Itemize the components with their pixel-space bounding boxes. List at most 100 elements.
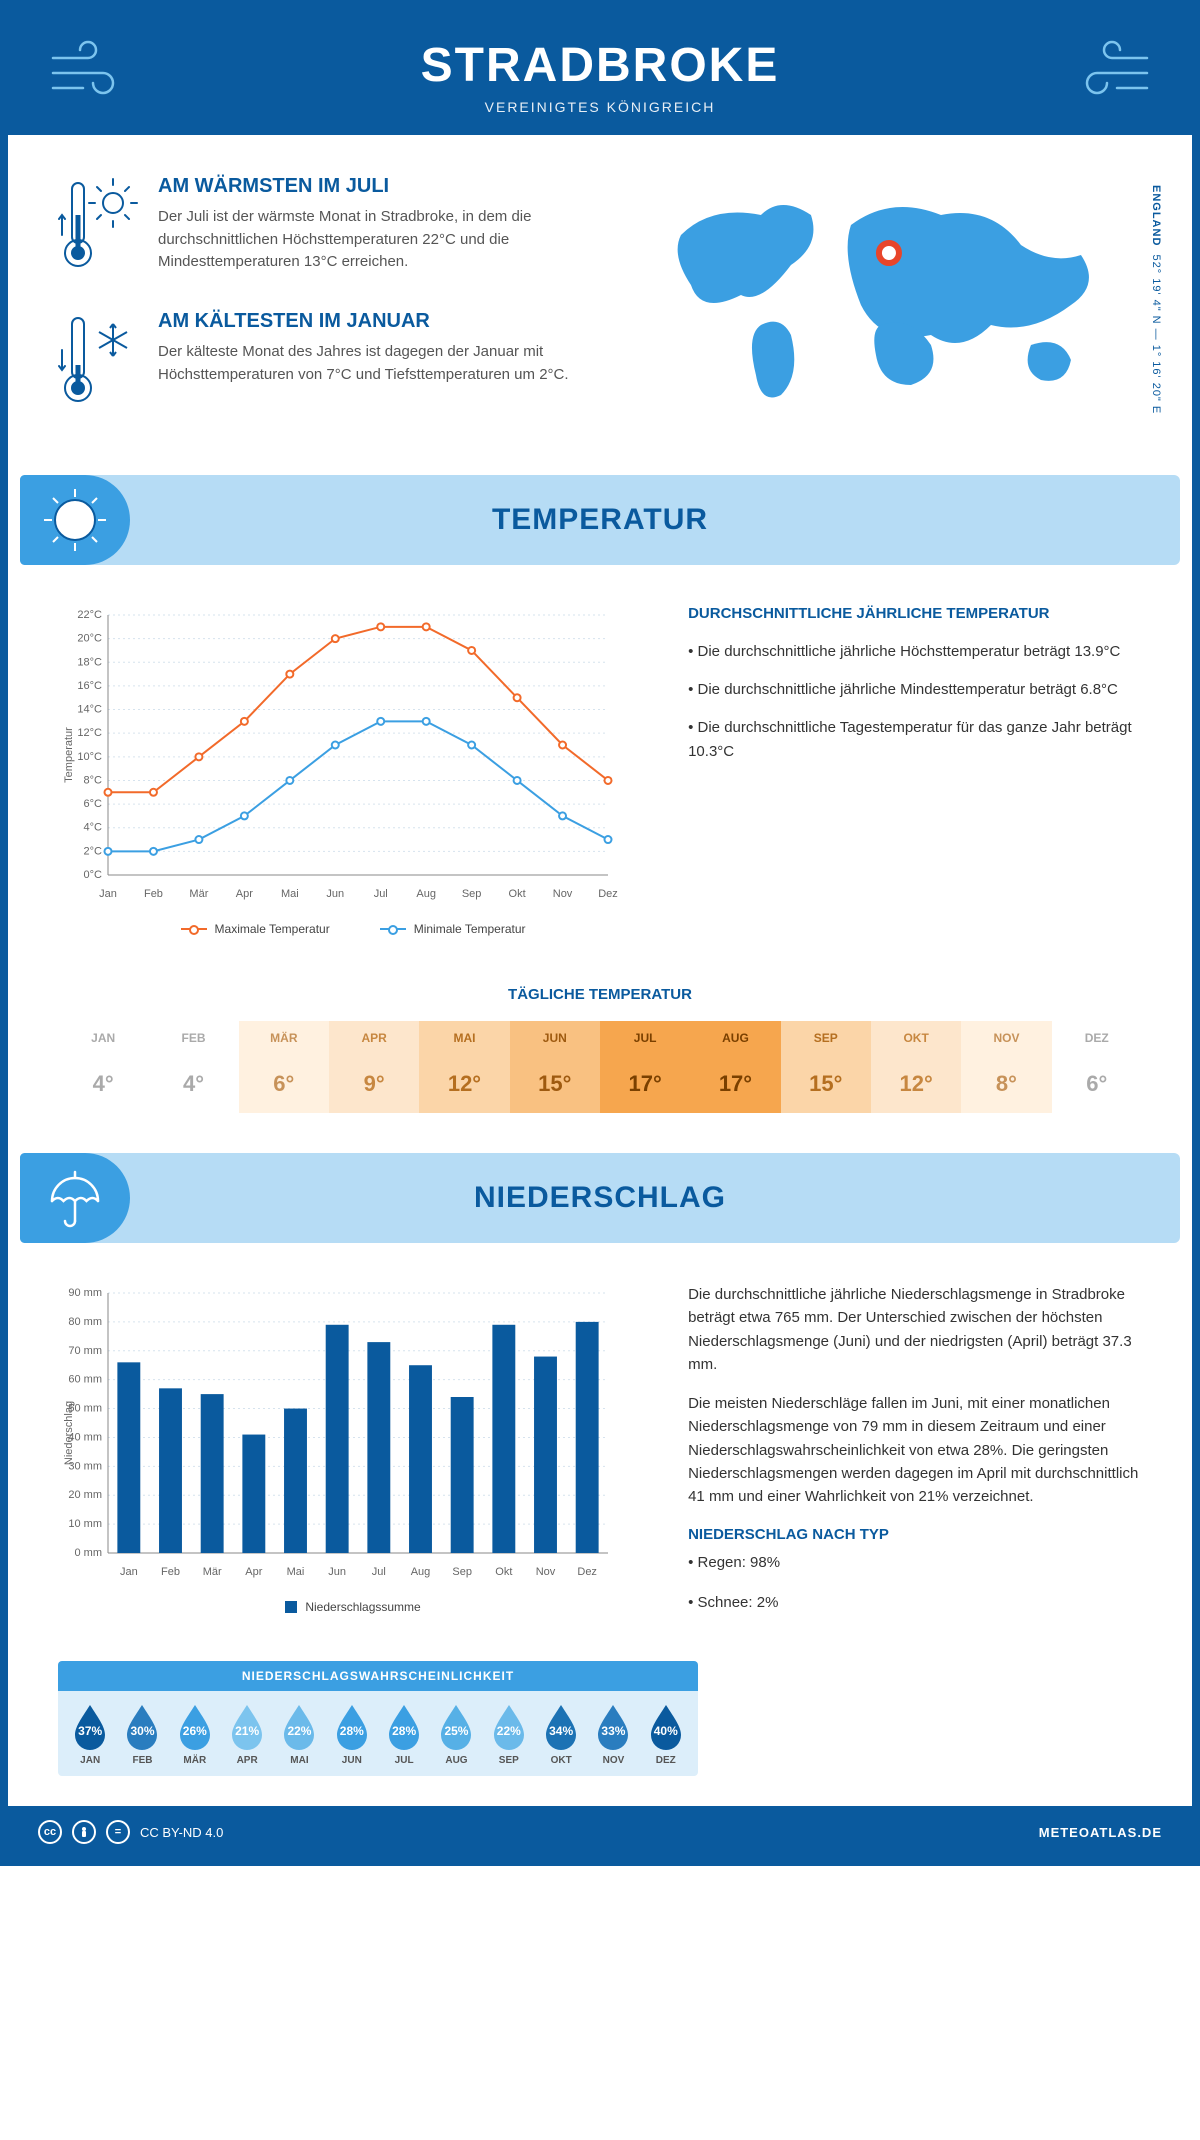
svg-text:14°C: 14°C [77, 704, 102, 716]
coordinates: ENGLAND 52° 19' 4" N — 1° 16' 20" E [1150, 185, 1162, 414]
svg-text:Mär: Mär [203, 1566, 222, 1578]
daily-cell: NOV 8° [961, 1021, 1051, 1113]
svg-text:Aug: Aug [416, 888, 436, 900]
nd-icon: = [106, 1820, 130, 1844]
svg-text:22°C: 22°C [77, 609, 102, 621]
cc-icon: cc [38, 1820, 62, 1844]
svg-text:20 mm: 20 mm [68, 1489, 102, 1501]
section-header-temperature: TEMPERATUR [20, 475, 1180, 565]
warm-text: Der Juli ist der wärmste Monat in Stradb… [158, 206, 610, 274]
daily-cell: FEB 4° [148, 1021, 238, 1113]
daily-cell: AUG 17° [690, 1021, 780, 1113]
cold-fact: AM KÄLTESTEN IM JANUAR Der kälteste Mona… [58, 310, 610, 415]
svg-text:10 mm: 10 mm [68, 1518, 102, 1530]
daily-cell: MAI 12° [419, 1021, 509, 1113]
svg-text:Jan: Jan [120, 1566, 138, 1578]
header: STRADBROKE VEREINIGTES KÖNIGREICH [8, 8, 1192, 135]
prob-cell: 25% AUG [430, 1703, 482, 1766]
svg-text:8°C: 8°C [84, 774, 103, 786]
prob-cell: 22% SEP [483, 1703, 535, 1766]
world-map: ENGLAND 52° 19' 4" N — 1° 16' 20" E [640, 175, 1142, 445]
prob-cell: 26% MÄR [169, 1703, 221, 1766]
daily-cell: MÄR 6° [239, 1021, 329, 1113]
svg-text:Mai: Mai [287, 1566, 305, 1578]
prob-cell: 28% JUN [326, 1703, 378, 1766]
prob-cell: 37% JAN [64, 1703, 116, 1766]
svg-text:Mär: Mär [189, 888, 208, 900]
svg-text:0 mm: 0 mm [75, 1547, 103, 1559]
legend-max-temp: Maximale Temperatur [181, 922, 330, 936]
daily-temp-table: JAN 4°FEB 4°MÄR 6°APR 9°MAI 12°JUN 15°JU… [58, 1021, 1142, 1113]
prob-cell: 33% NOV [587, 1703, 639, 1766]
thermometer-snow-icon [58, 310, 138, 415]
prob-cell: 34% OKT [535, 1703, 587, 1766]
daily-cell: JUN 15° [510, 1021, 600, 1113]
svg-text:Okt: Okt [495, 1566, 512, 1578]
warm-title: AM WÄRMSTEN IM JULI [158, 175, 610, 198]
svg-text:0°C: 0°C [84, 869, 103, 881]
daily-cell: APR 9° [329, 1021, 419, 1113]
svg-text:2°C: 2°C [84, 845, 103, 857]
svg-text:Okt: Okt [509, 888, 526, 900]
footer: cc = CC BY-ND 4.0 METEOATLAS.DE [8, 1806, 1192, 1858]
prob-cell: 21% APR [221, 1703, 273, 1766]
temperature-line-chart: 0°C2°C4°C6°C8°C10°C12°C14°C16°C18°C20°C2… [58, 605, 648, 936]
daily-cell: JUL 17° [600, 1021, 690, 1113]
license-text: CC BY-ND 4.0 [140, 1825, 223, 1840]
by-icon [72, 1820, 96, 1844]
svg-text:60 mm: 60 mm [68, 1374, 102, 1386]
temperature-facts: DURCHSCHNITTLICHE JÄHRLICHE TEMPERATUR •… [688, 605, 1142, 936]
site-name: METEOATLAS.DE [1039, 1825, 1162, 1840]
svg-text:4°C: 4°C [84, 822, 103, 834]
svg-text:Jul: Jul [372, 1566, 386, 1578]
thermometer-sun-icon [58, 175, 138, 280]
prob-cell: 30% FEB [116, 1703, 168, 1766]
daily-cell: DEZ 6° [1052, 1021, 1142, 1113]
intro-section: AM WÄRMSTEN IM JULI Der Juli ist der wär… [8, 135, 1192, 475]
legend-precip-sum: Niederschlagssumme [285, 1600, 420, 1614]
svg-text:90 mm: 90 mm [68, 1287, 102, 1299]
svg-text:Nov: Nov [536, 1566, 556, 1578]
svg-text:Jan: Jan [99, 888, 117, 900]
infographic-page: STRADBROKE VEREINIGTES KÖNIGREICH AM WÄR… [0, 0, 1200, 1866]
svg-text:70 mm: 70 mm [68, 1345, 102, 1357]
section-title-temperature: TEMPERATUR [492, 503, 708, 537]
umbrella-icon [20, 1153, 130, 1243]
svg-text:Feb: Feb [144, 888, 163, 900]
precip-prob-title: NIEDERSCHLAGSWAHRSCHEINLICHKEIT [58, 1661, 698, 1691]
svg-text:18°C: 18°C [77, 656, 102, 668]
svg-text:80 mm: 80 mm [68, 1316, 102, 1328]
daily-cell: SEP 15° [781, 1021, 871, 1113]
legend-min-temp: Minimale Temperatur [380, 922, 526, 936]
cold-title: AM KÄLTESTEN IM JANUAR [158, 310, 610, 333]
sun-icon [20, 475, 130, 565]
precipitation-bar-chart: 0 mm10 mm20 mm30 mm40 mm50 mm60 mm70 mm8… [58, 1283, 648, 1631]
svg-text:Sep: Sep [462, 888, 482, 900]
svg-text:12°C: 12°C [77, 727, 102, 739]
svg-text:20°C: 20°C [77, 633, 102, 645]
svg-text:Jul: Jul [374, 888, 388, 900]
svg-text:Jun: Jun [328, 1566, 346, 1578]
svg-text:16°C: 16°C [77, 680, 102, 692]
daily-temp-title: TÄGLICHE TEMPERATUR [8, 986, 1192, 1003]
page-title: STRADBROKE [8, 38, 1192, 93]
svg-text:Dez: Dez [577, 1566, 597, 1578]
precip-probability-box: NIEDERSCHLAGSWAHRSCHEINLICHKEIT 37% JAN … [58, 1661, 698, 1776]
daily-cell: OKT 12° [871, 1021, 961, 1113]
warm-fact: AM WÄRMSTEN IM JULI Der Juli ist der wär… [58, 175, 610, 280]
svg-text:Niederschlag: Niederschlag [63, 1401, 75, 1465]
page-subtitle: VEREINIGTES KÖNIGREICH [8, 99, 1192, 115]
svg-text:Mai: Mai [281, 888, 299, 900]
section-header-precip: NIEDERSCHLAG [20, 1153, 1180, 1243]
prob-cell: 28% JUL [378, 1703, 430, 1766]
svg-text:Temperatur: Temperatur [63, 727, 75, 783]
daily-cell: JAN 4° [58, 1021, 148, 1113]
svg-text:Jun: Jun [326, 888, 344, 900]
svg-text:Aug: Aug [411, 1566, 431, 1578]
prob-cell: 40% DEZ [640, 1703, 692, 1766]
svg-text:Apr: Apr [245, 1566, 262, 1578]
svg-text:Feb: Feb [161, 1566, 180, 1578]
cold-text: Der kälteste Monat des Jahres ist dagege… [158, 341, 610, 386]
svg-text:Nov: Nov [553, 888, 573, 900]
svg-text:Dez: Dez [598, 888, 618, 900]
